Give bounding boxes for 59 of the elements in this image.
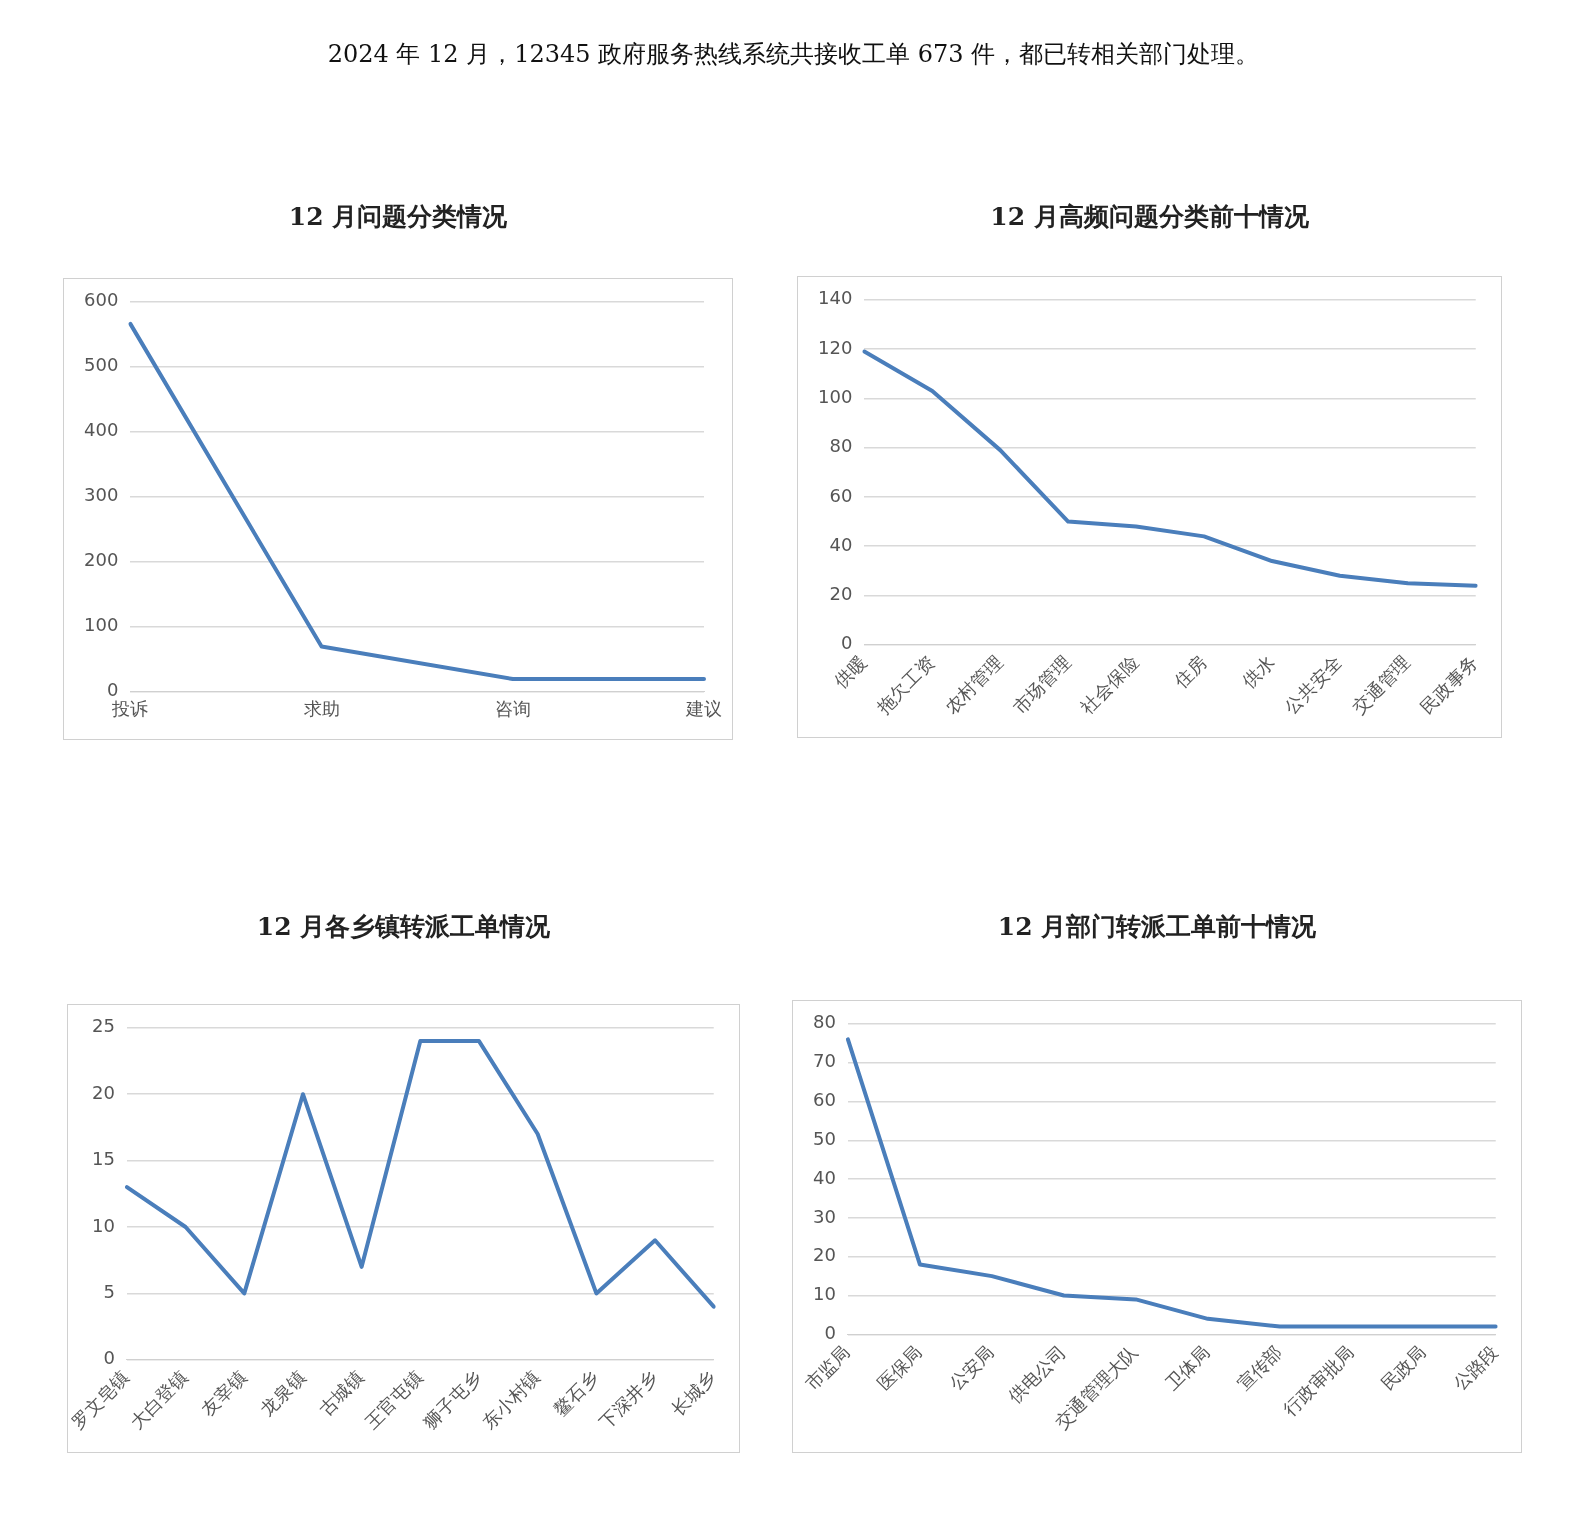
y-tick-label: 200 xyxy=(84,549,119,571)
y-tick-label: 300 xyxy=(84,484,119,506)
x-tick-label: 宣传部 xyxy=(1232,1341,1286,1395)
x-tick-label: 公共安全 xyxy=(1280,651,1346,718)
x-tick-label: 下深井乡 xyxy=(595,1366,662,1433)
x-tick-label: 供水 xyxy=(1237,651,1279,693)
x-tick-label: 医保局 xyxy=(872,1341,927,1395)
y-tick-label: 0 xyxy=(840,632,853,654)
chart-title: 12 月高频问题分类前十情况 xyxy=(989,201,1310,233)
x-tick-label: 公路段 xyxy=(1448,1341,1502,1395)
x-tick-label: 东小村镇 xyxy=(478,1366,544,1433)
x-tick-label: 建议 xyxy=(685,697,722,719)
y-tick-label: 50 xyxy=(813,1127,836,1149)
chart-title: 12 月问题分类情况 xyxy=(287,201,509,233)
y-tick-label: 500 xyxy=(84,354,119,376)
x-tick-label: 龙泉镇 xyxy=(256,1366,310,1420)
x-tick-label: 社会保险 xyxy=(1076,651,1143,718)
y-tick-label: 80 xyxy=(813,1011,836,1033)
y-tick-label: 20 xyxy=(92,1081,115,1103)
x-tick-label: 农村管理 xyxy=(940,651,1007,718)
y-tick-label: 140 xyxy=(818,287,853,309)
y-tick-label: 600 xyxy=(84,289,119,311)
x-tick-label: 供暖 xyxy=(830,651,871,693)
y-tick-label: 70 xyxy=(813,1050,836,1072)
y-tick-label: 40 xyxy=(829,533,853,555)
x-tick-label: 卫体局 xyxy=(1160,1341,1214,1395)
x-tick-label: 拖欠工资 xyxy=(871,651,939,719)
x-tick-label: 市场管理 xyxy=(1008,651,1075,718)
y-tick-label: 0 xyxy=(824,1322,836,1344)
y-tick-label: 400 xyxy=(84,419,119,441)
x-tick-label: 友宰镇 xyxy=(197,1366,251,1420)
x-tick-label: 求助 xyxy=(303,697,340,719)
x-tick-label: 咨询 xyxy=(494,697,531,719)
x-tick-label: 市监局 xyxy=(801,1341,855,1395)
y-tick-label: 10 xyxy=(92,1214,115,1236)
text: 2024 年 12 月，12345 政府服务热线系统共接收工单 673 件，都已转相关部门处理。 xyxy=(326,39,1261,70)
y-tick-label: 30 xyxy=(813,1205,836,1227)
x-tick-label: 民政局 xyxy=(1376,1341,1430,1395)
y-tick-label: 0 xyxy=(103,1347,115,1369)
x-tick-label: 交通管理 xyxy=(1348,651,1414,718)
chart-title: 12 月部门转派工单前十情况 xyxy=(996,911,1318,943)
y-tick-label: 60 xyxy=(813,1089,836,1111)
chart-title: 12 月各乡镇转派工单情况 xyxy=(255,911,552,943)
y-tick-label: 5 xyxy=(103,1281,115,1303)
y-tick-label: 10 xyxy=(813,1283,836,1305)
y-tick-label: 60 xyxy=(829,484,853,506)
y-tick-label: 20 xyxy=(829,583,853,605)
x-tick-label: 长城乡 xyxy=(666,1366,720,1420)
y-tick-label: 20 xyxy=(813,1244,836,1266)
x-tick-label: 公安局 xyxy=(944,1341,998,1395)
y-tick-label: 40 xyxy=(813,1166,836,1188)
y-tick-label: 120 xyxy=(818,336,853,358)
y-tick-label: 80 xyxy=(829,435,853,457)
y-tick-label: 100 xyxy=(84,614,119,636)
y-tick-label: 15 xyxy=(92,1148,115,1170)
x-tick-label: 民政事务 xyxy=(1416,651,1482,718)
y-tick-label: 25 xyxy=(92,1015,115,1037)
x-tick-label: 住房 xyxy=(1169,651,1211,693)
y-tick-label: 100 xyxy=(818,386,853,408)
